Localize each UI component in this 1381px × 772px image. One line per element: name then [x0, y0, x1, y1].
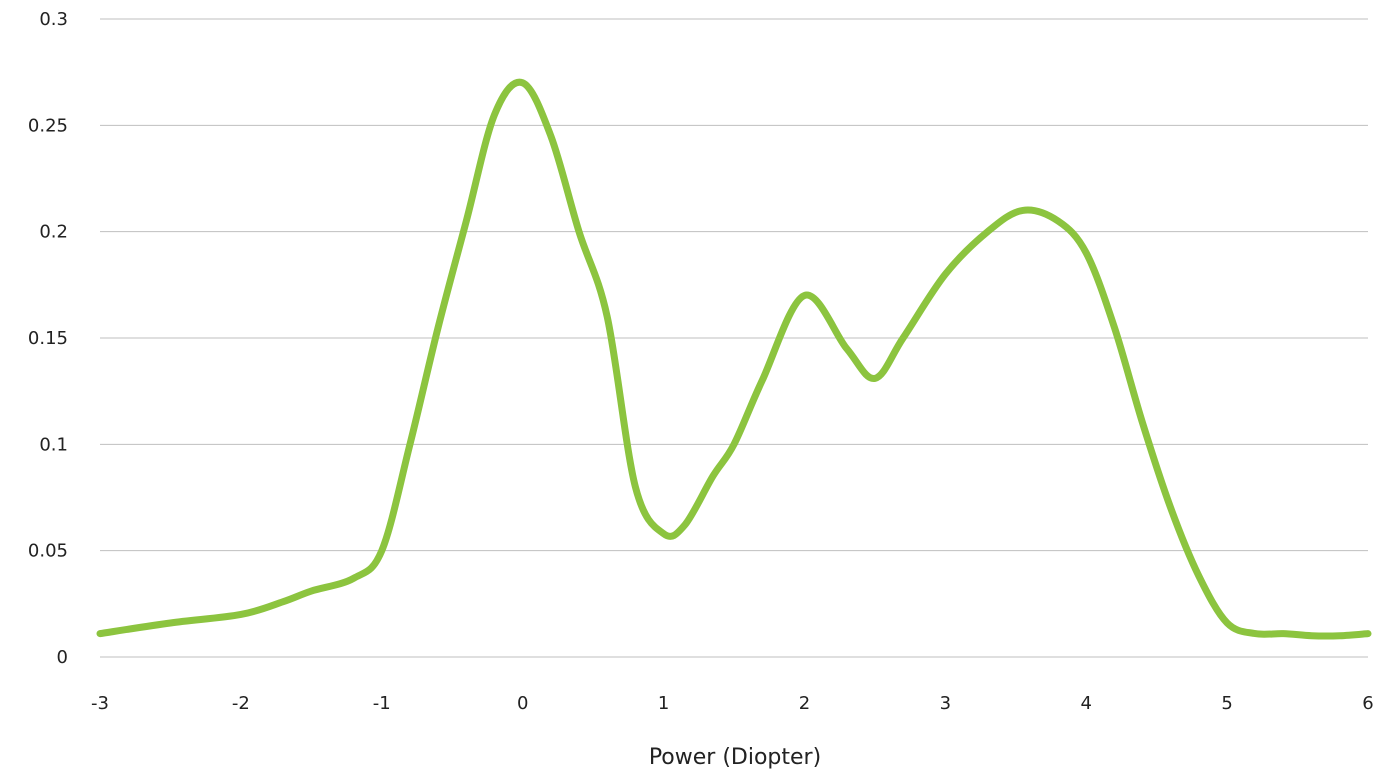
x-tick-label: 0 — [517, 693, 528, 714]
x-tick-label: 3 — [940, 693, 951, 714]
x-tick-label: 6 — [1362, 693, 1373, 714]
gridlines — [100, 18, 1368, 658]
x-axis-label: Power (Diopter) — [649, 745, 821, 770]
x-tick-label: 5 — [1221, 693, 1232, 714]
x-tick-label: 4 — [1080, 693, 1091, 714]
y-tick-label: 0.15 — [28, 328, 68, 349]
x-tick-label: 1 — [658, 693, 669, 714]
y-tick-label: 0.2 — [39, 222, 68, 243]
y-tick-label: 0.3 — [39, 9, 68, 30]
x-tick-label: -1 — [373, 693, 391, 714]
y-tick-label: 0.05 — [28, 541, 68, 562]
series-line — [96, 78, 1372, 640]
y-tick-label: 0.25 — [28, 115, 68, 136]
x-tick-label: 2 — [799, 693, 810, 714]
y-axis-ticks: 0 0.05 0.1 0.15 0.2 0.25 0.3 — [28, 9, 68, 668]
x-tick-label: -2 — [232, 693, 250, 714]
x-tick-label: -3 — [91, 693, 109, 714]
series-group — [96, 78, 1372, 640]
y-tick-label: 0 — [57, 647, 68, 668]
x-axis-ticks: -3 -2 -1 0 1 2 3 4 5 6 — [91, 693, 1374, 714]
y-tick-label: 0.1 — [39, 434, 68, 455]
